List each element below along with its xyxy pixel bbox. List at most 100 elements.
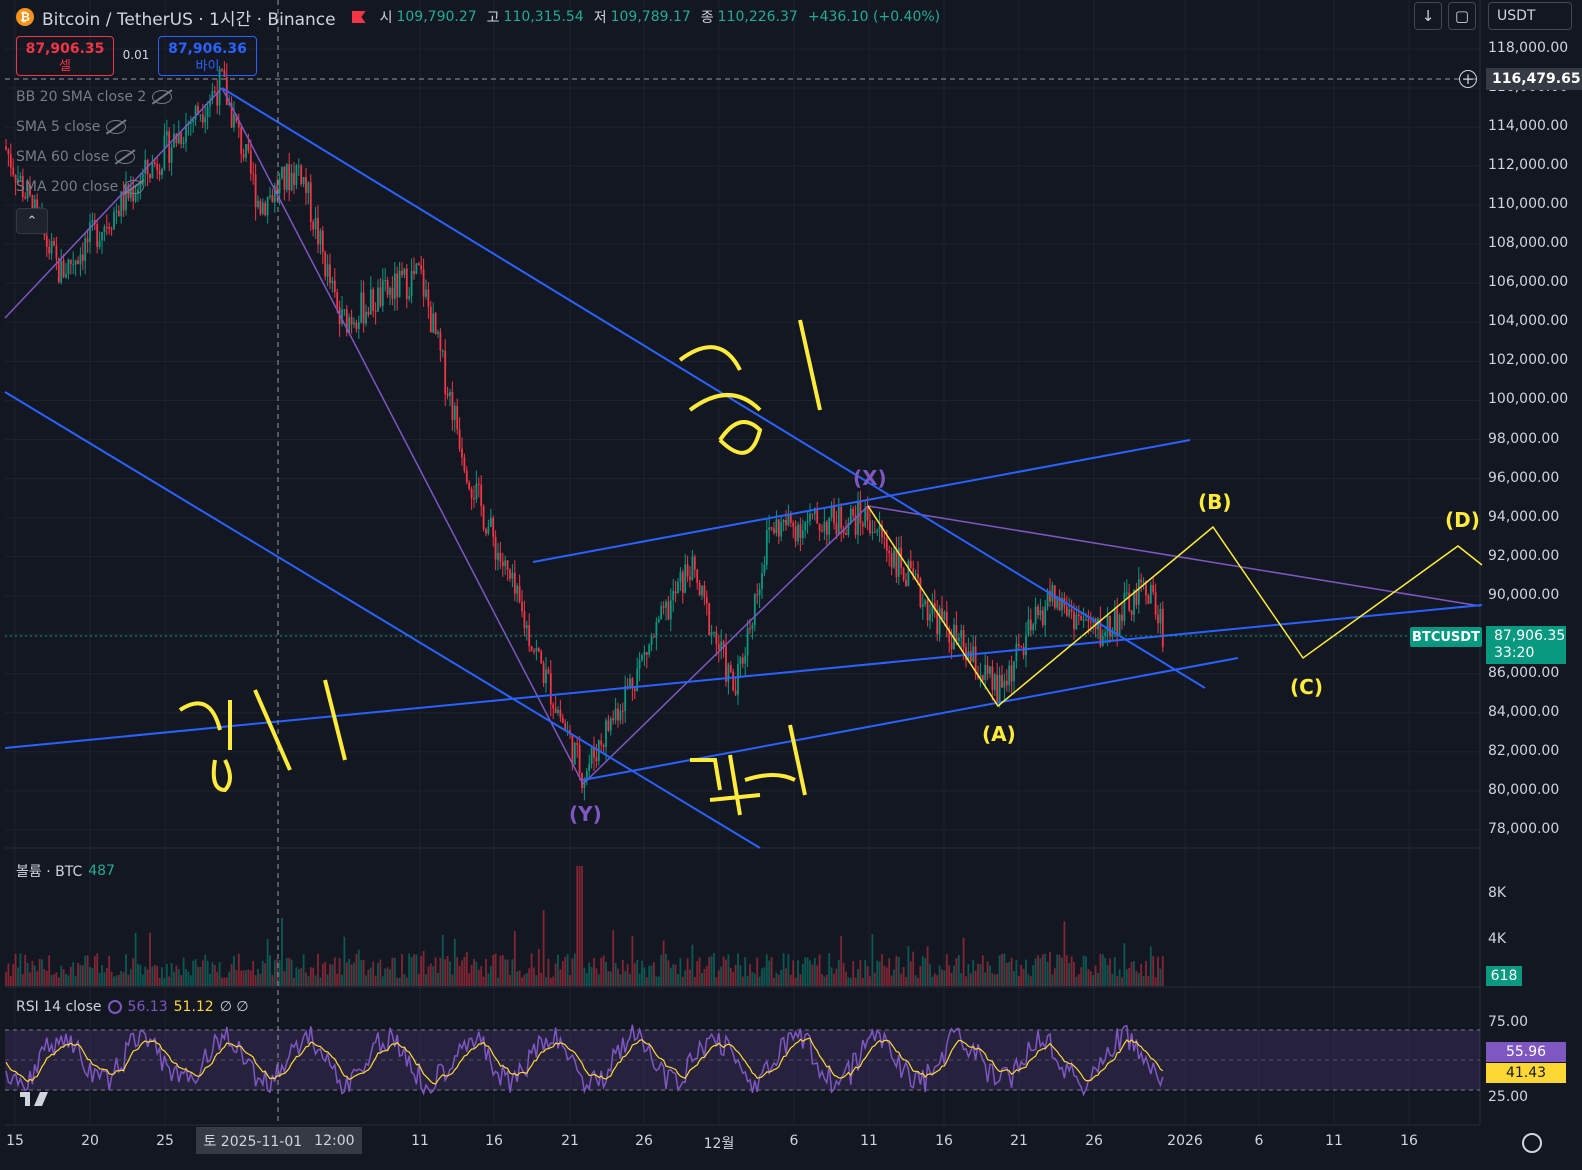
volume-bar [701,972,703,986]
candle-body [557,709,559,714]
eye-hidden-icon[interactable] [106,120,127,134]
volume-bar [691,944,694,986]
volume-bar [710,956,713,986]
candle-body [801,530,804,538]
settings-icon[interactable] [1522,1133,1542,1153]
volume-bar [21,974,24,986]
candle-body [684,564,687,593]
candle-body [307,182,310,193]
candle-body [1008,665,1011,686]
time-tick: 16 [1400,1133,1418,1149]
candle-body [170,147,173,163]
candle-body [595,757,598,762]
volume-bar [381,976,384,986]
volume-bar [960,973,963,986]
candle-body [55,245,58,259]
indicator-sma5[interactable]: SMA 5 close [16,119,127,135]
volume-bar [984,972,987,986]
candle-body [713,631,715,633]
collapse-indicators-button[interactable]: ⌃ [16,208,48,234]
volume-bar [962,937,965,986]
volume-bar [477,969,480,986]
eye-hidden-icon[interactable] [124,180,145,194]
indicator-sma60[interactable]: SMA 60 close [16,149,136,165]
price-tick: 114,000.00 [1488,118,1569,135]
volume-bar [602,955,605,986]
volume-bar [33,965,36,986]
volume-bar [1157,956,1159,986]
volume-bar [139,964,142,986]
candle-body [153,162,156,164]
buy-label: 바이 [195,59,220,74]
candle-body [631,678,634,689]
candle-body [437,331,439,335]
candle-body [981,675,984,680]
volume-bar [506,959,509,986]
sell-button[interactable]: 87,906.35 셀 [16,36,114,76]
candle-body [1085,619,1087,621]
currency-select[interactable]: USDT [1488,2,1572,30]
eye-hidden-icon[interactable] [152,90,173,104]
volume-bar [696,961,699,986]
volume-bar [228,971,231,986]
buy-button[interactable]: 87,906.36 바이 [158,36,257,76]
volume-bar [566,954,569,986]
volume-bar [432,966,435,986]
candle-body [1082,619,1085,621]
candle-body [285,164,288,190]
volume-bar [825,974,828,986]
candle-body [888,550,891,554]
download-button[interactable]: ↓ [1414,2,1442,30]
price-tick: 90,000.00 [1488,586,1560,603]
rsi-line [5,1024,1164,1097]
candle-body [936,610,939,635]
volume-bar [794,977,797,986]
candle-body [12,167,15,175]
candle-body [893,550,895,568]
indicator-label: SMA 60 close [16,149,110,165]
volume-bar [372,961,375,986]
volume-bar [1140,963,1143,986]
candle-body [933,603,936,611]
candle-body [389,288,391,295]
candle-body [156,163,159,171]
volume-bar [1145,961,1147,986]
candle-body [499,552,502,562]
eye-hidden-icon[interactable] [115,150,136,164]
volume-bar [91,968,94,986]
indicator-sma200[interactable]: SMA 200 close [16,179,145,195]
volume-tick: 8K [1488,885,1507,901]
flag-icon[interactable] [351,11,366,23]
candle-body [249,150,252,174]
candle-body [509,569,511,579]
volume-bar [1097,972,1099,986]
volume-bar [146,969,149,986]
volume-bar [79,964,82,986]
sell-price: 87,906.35 [25,41,105,57]
volume-bar [861,977,864,986]
volume-bar [895,955,898,986]
candle-body [857,501,859,535]
volume-bar [173,971,175,986]
candle-body [725,645,727,682]
candle-body [665,601,667,608]
candle-body [513,572,516,594]
candle-body [641,655,643,661]
volume-bar [69,966,72,986]
volume-bar [864,959,867,986]
candle-body [1142,581,1145,583]
volume-bar [331,964,334,986]
candle-body [84,238,87,261]
candle-body [924,600,927,605]
symbol-title[interactable]: Bitcoin / TetherUS · 1시간 · Binance [42,9,336,30]
add-alert-icon[interactable]: + [1459,70,1477,88]
candle-body [506,560,509,570]
candle-body [1032,624,1035,631]
candle-body [516,585,519,594]
volume-bar [55,972,58,986]
volume-bar [965,976,967,986]
volume-bar [1041,954,1044,986]
indicator-bb[interactable]: BB 20 SMA close 2 [16,89,173,105]
fullscreen-button[interactable]: ▢ [1448,2,1476,30]
